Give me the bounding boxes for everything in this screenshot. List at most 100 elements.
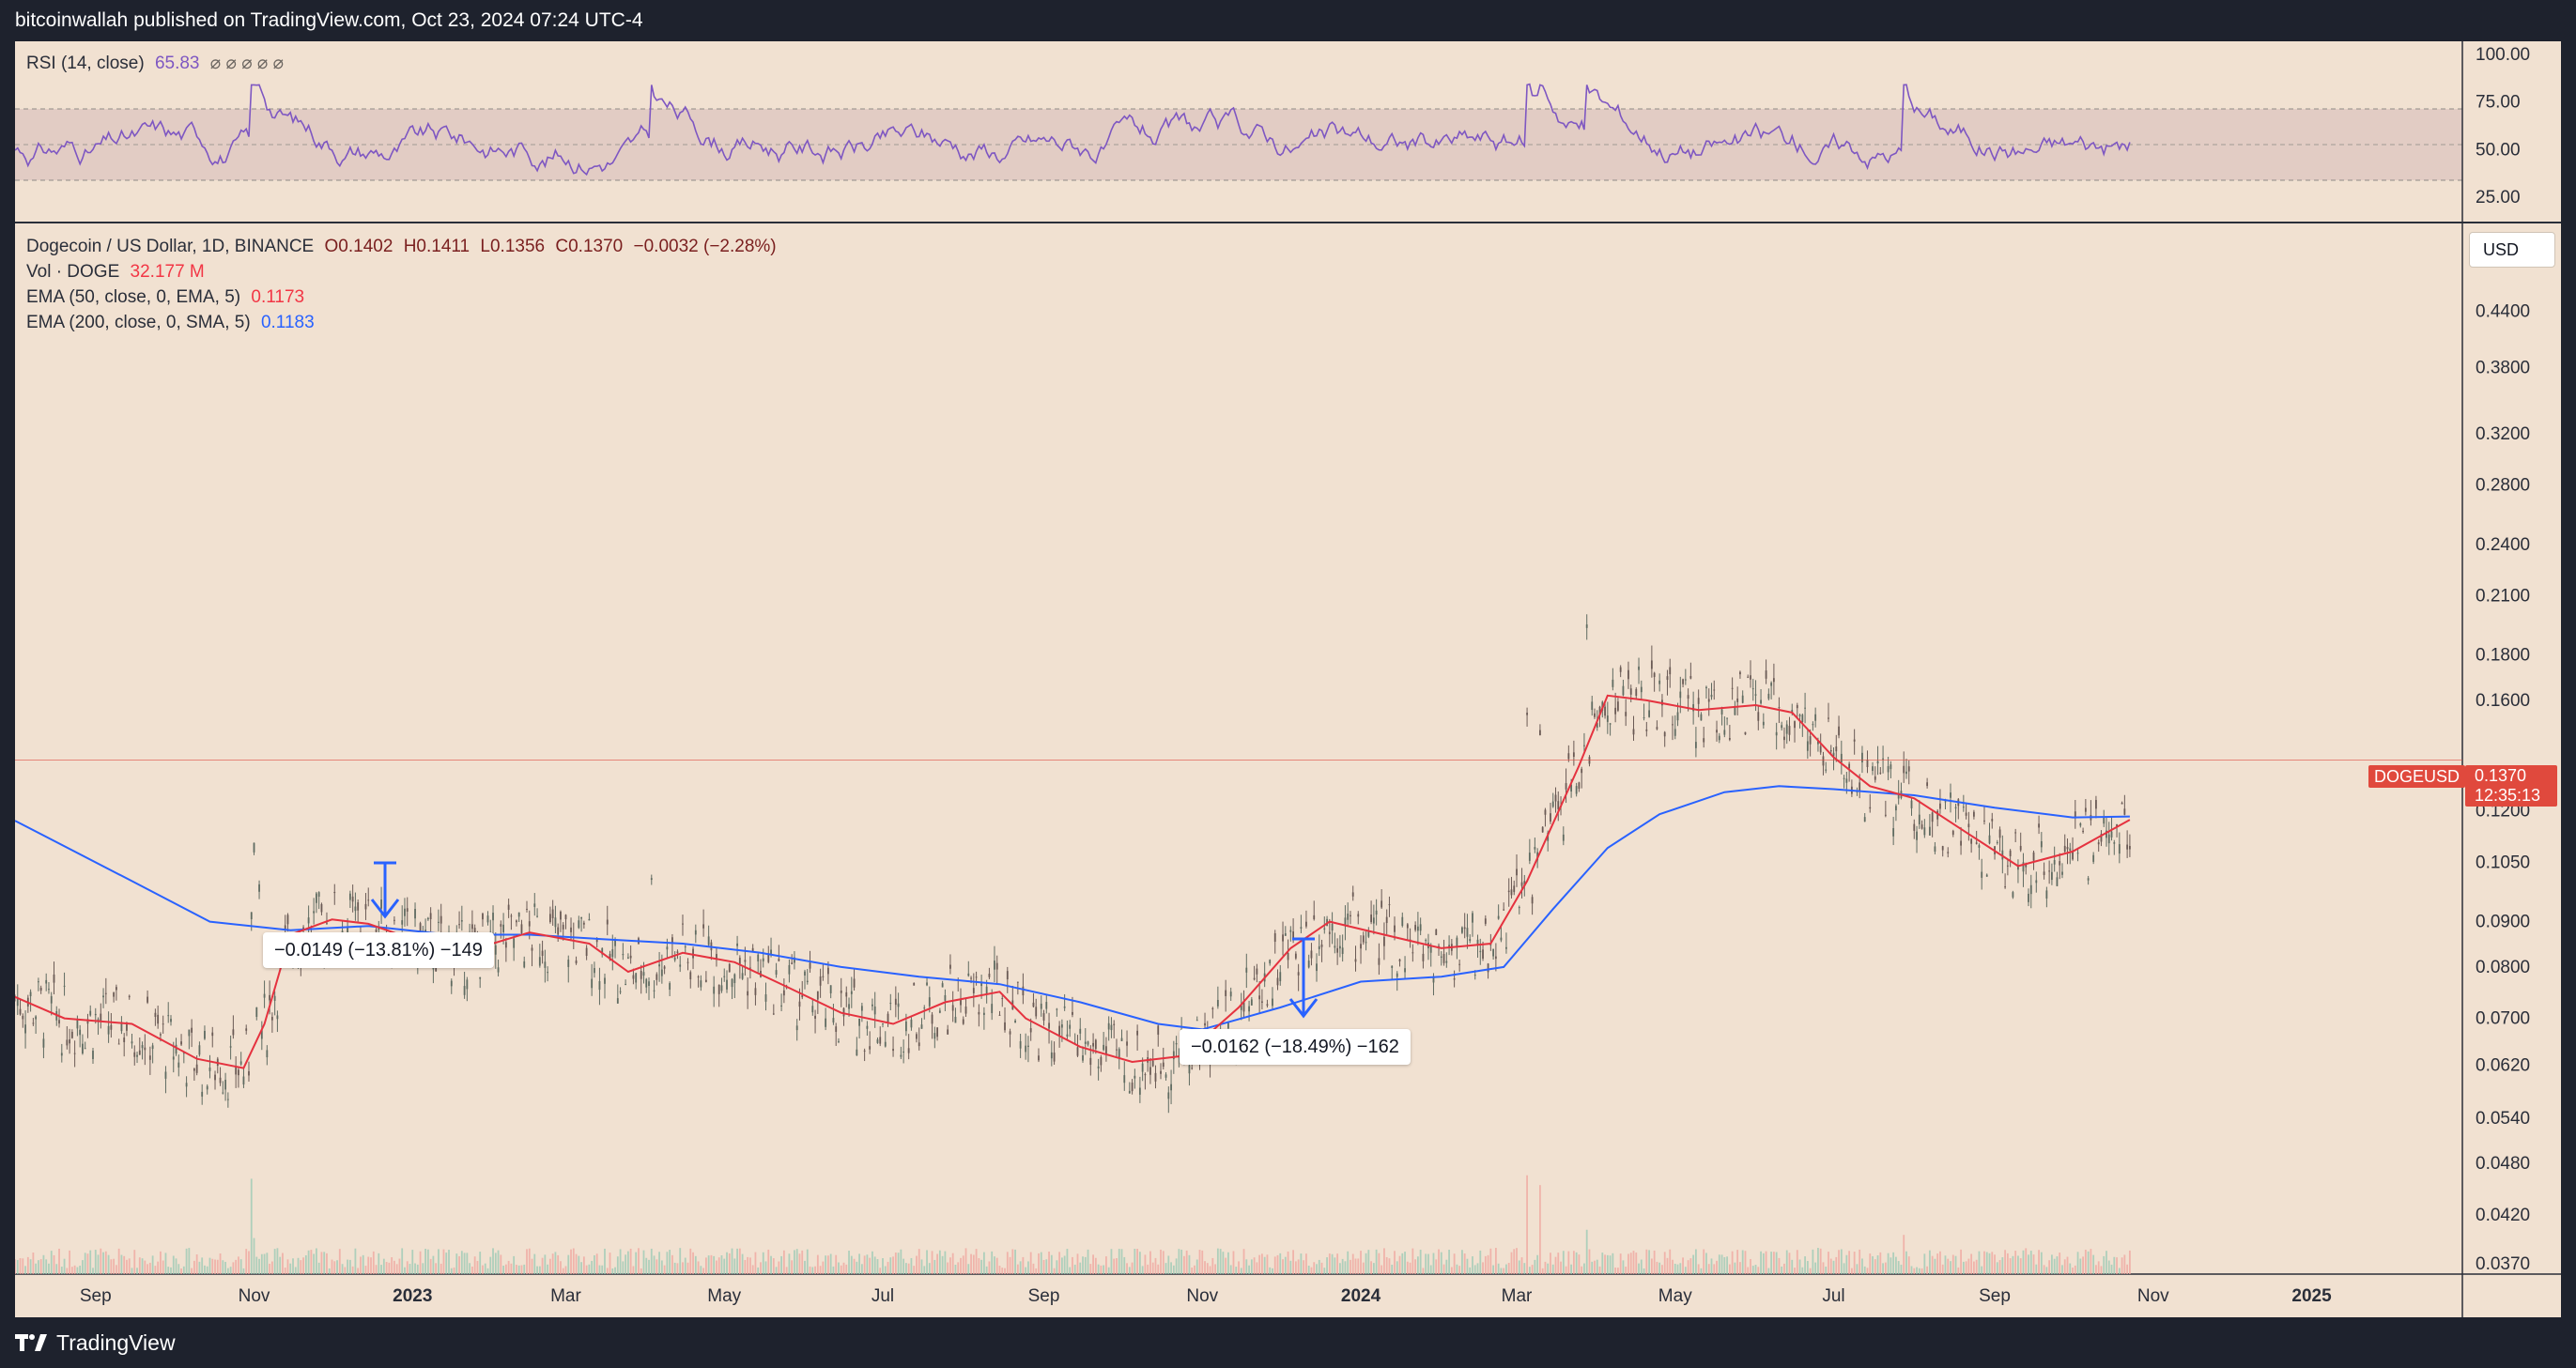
candle-body — [1591, 701, 1594, 711]
candle-body — [1991, 819, 1994, 822]
volume-bar — [58, 1248, 60, 1274]
measure-label-2[interactable]: −0.0162 (−18.49%) −162 — [1180, 1029, 1411, 1065]
volume-bar — [1892, 1252, 1895, 1274]
candle-body — [1273, 933, 1276, 942]
candle-body — [1988, 835, 1991, 844]
candle-body — [887, 1013, 889, 1023]
price-tick-label: 0.0800 — [2476, 958, 2530, 977]
volume-bar — [497, 1250, 500, 1274]
candle-body — [1394, 925, 1396, 932]
candle-body — [1526, 713, 1528, 715]
volume-bar — [162, 1260, 164, 1274]
volume-bar — [133, 1250, 136, 1274]
volume-bar — [175, 1258, 177, 1274]
volume-bar — [1365, 1253, 1367, 1274]
measure-label-1[interactable]: −0.0149 (−13.81%) −149 — [263, 932, 494, 968]
volume-bar — [102, 1252, 104, 1274]
volume-bar — [625, 1254, 627, 1274]
candle-body — [676, 951, 679, 954]
volume-bar — [1063, 1255, 1066, 1274]
volume-value: 32.177 M — [130, 262, 205, 282]
measure-arrow-1[interactable] — [370, 861, 400, 919]
candle-body — [1120, 1038, 1123, 1041]
currency-selector[interactable]: USD — [2469, 232, 2555, 268]
candle-body — [804, 971, 806, 976]
candle-body — [1669, 667, 1672, 675]
volume-bar — [432, 1255, 435, 1274]
candle-body — [1632, 729, 1635, 735]
candle-body — [601, 947, 604, 955]
volume-bar — [1798, 1259, 1801, 1274]
volume-bar — [360, 1256, 362, 1274]
candle-body — [2025, 864, 2028, 868]
candle-body — [276, 1015, 279, 1020]
symbol-legend: Dogecoin / US Dollar, 1D, BINANCE O0.140… — [26, 237, 777, 257]
volume-bar — [1357, 1258, 1360, 1274]
volume-bar — [689, 1248, 692, 1274]
volume-bar — [601, 1265, 604, 1274]
volume-bar — [1162, 1251, 1165, 1274]
candle-body — [1240, 1005, 1242, 1010]
volume-bar — [19, 1258, 22, 1274]
candle-body — [1113, 1023, 1116, 1025]
candle-body — [1791, 710, 1794, 714]
volume-bar — [794, 1250, 795, 1274]
candle-body — [728, 963, 731, 973]
candle-body — [1720, 709, 1723, 715]
candle-body — [1029, 1028, 1032, 1033]
candle-body — [1472, 913, 1473, 923]
volume-bar — [260, 1253, 263, 1274]
volume-bar — [2106, 1251, 2107, 1274]
candle-body — [2028, 893, 2029, 902]
volume-bar — [1001, 1268, 1004, 1274]
candle-body — [1897, 792, 1900, 799]
candle-body — [801, 995, 804, 998]
candle-body — [1266, 1004, 1269, 1007]
candle-body — [1585, 624, 1588, 628]
volume-bar — [720, 1255, 723, 1274]
volume-bar — [723, 1258, 726, 1274]
volume-bar — [198, 1261, 201, 1274]
volume-bar — [879, 1268, 882, 1274]
volume-bar — [645, 1257, 648, 1274]
candle-body — [1060, 1024, 1063, 1028]
volume-bar — [2063, 1259, 2066, 1274]
candle-body — [458, 924, 460, 926]
candle-body — [642, 972, 645, 976]
volume-bar — [2032, 1254, 2035, 1274]
volume-bar — [1469, 1267, 1472, 1274]
volume-bar — [1720, 1254, 1723, 1274]
volume-bar — [510, 1263, 513, 1274]
candle-body — [1484, 918, 1487, 924]
candle-body — [19, 1008, 22, 1015]
measure-arrow-2[interactable] — [1288, 937, 1319, 1019]
candle-body — [1269, 960, 1272, 964]
candle-body — [879, 1037, 882, 1044]
volume-bar — [1404, 1252, 1406, 1274]
volume-bar — [619, 1249, 622, 1274]
candle-body — [1775, 731, 1778, 736]
volume-bar — [1350, 1259, 1351, 1274]
candle-body — [697, 976, 700, 978]
candle-body — [2063, 845, 2066, 852]
candle-body — [238, 1069, 239, 1076]
volume-bar — [949, 1257, 951, 1274]
volume-bar — [502, 1266, 504, 1274]
candle-body — [1541, 826, 1544, 833]
volume-bar — [902, 1258, 905, 1274]
volume-bar — [286, 1259, 289, 1274]
volume-bar — [635, 1252, 638, 1274]
rsi-settings-icons[interactable]: ⌀ ⌀ ⌀ ⌀ ⌀ — [209, 54, 285, 73]
volume-bar — [310, 1250, 313, 1274]
candle-body — [1066, 1034, 1069, 1038]
candle-body — [35, 1016, 38, 1020]
volume-bar — [416, 1264, 419, 1274]
chart-area[interactable] — [15, 41, 2561, 1317]
candle-body — [528, 921, 531, 927]
candle-body — [1087, 1041, 1089, 1045]
volume-bar — [2097, 1261, 2100, 1274]
candle-body — [1978, 845, 1981, 848]
volume-bar — [313, 1253, 316, 1274]
candle-body — [1016, 981, 1019, 983]
volume-bar — [92, 1268, 94, 1274]
